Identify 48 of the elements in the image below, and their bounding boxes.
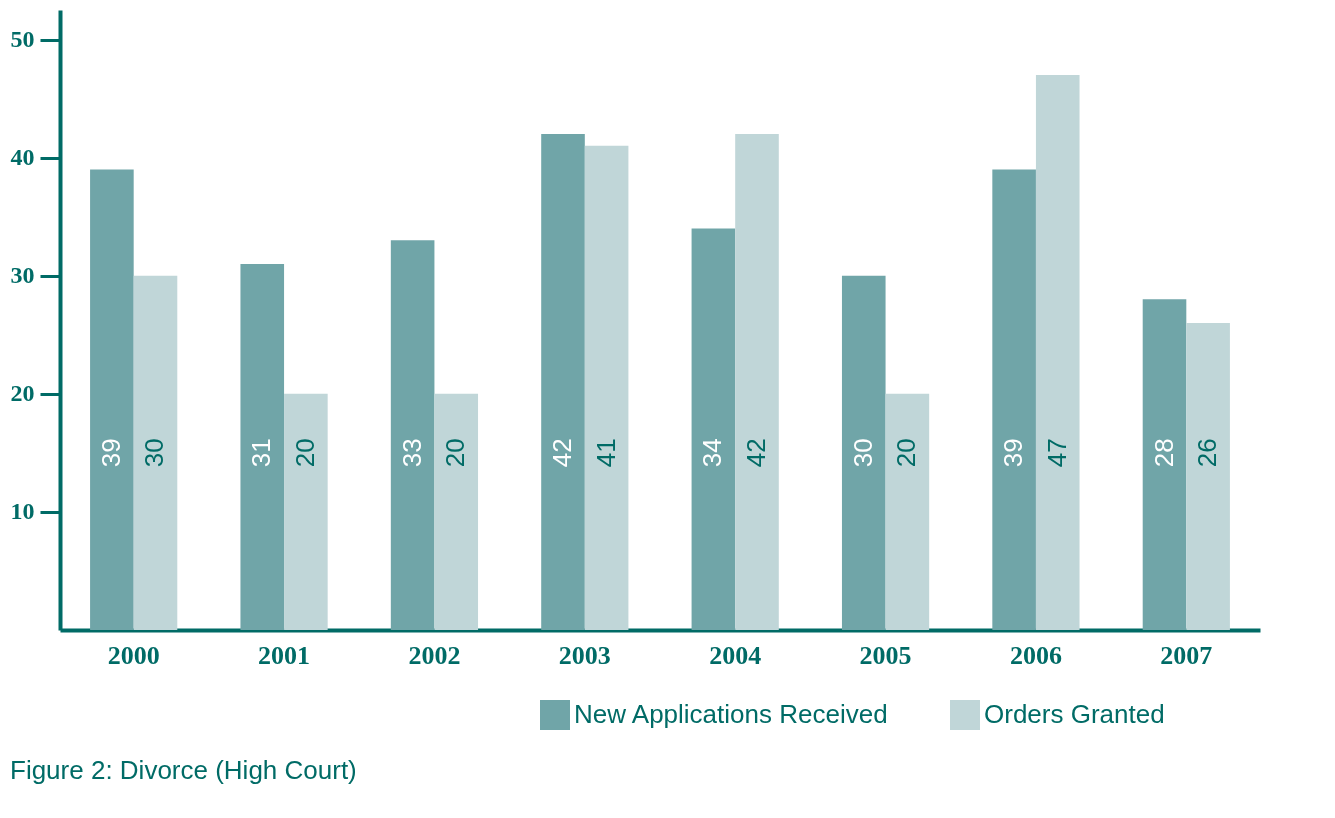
x-tick-label: 2003 xyxy=(558,640,611,670)
y-tick-label: 50 xyxy=(10,26,35,53)
bar xyxy=(1035,74,1080,630)
x-tick-label: 2000 xyxy=(107,640,160,670)
bar xyxy=(1142,299,1187,630)
bar xyxy=(885,393,930,630)
x-tick-label: 2001 xyxy=(258,640,311,670)
data-label: 42 xyxy=(547,438,578,468)
y-tick-label: 40 xyxy=(10,144,35,171)
data-label: 20 xyxy=(440,438,471,468)
data-label: 20 xyxy=(289,438,320,468)
data-label: 39 xyxy=(998,438,1029,468)
data-label: 30 xyxy=(847,438,878,468)
legend-label: Orders Granted xyxy=(984,699,1165,729)
legend-label: New Applications Received xyxy=(574,699,888,729)
bar xyxy=(1186,322,1230,630)
x-tick-label: 2006 xyxy=(1009,640,1062,670)
data-label: 20 xyxy=(891,438,922,468)
data-label: 42 xyxy=(740,438,771,468)
bar xyxy=(691,228,736,630)
y-tick-label: 30 xyxy=(10,262,35,289)
bar xyxy=(240,263,285,630)
data-label: 30 xyxy=(139,438,170,468)
x-tick-label: 2005 xyxy=(859,640,912,670)
bar xyxy=(735,134,779,630)
bar xyxy=(992,169,1036,630)
x-tick-label: 2002 xyxy=(408,640,461,670)
data-label: 26 xyxy=(1192,438,1223,468)
bar xyxy=(841,275,886,630)
data-label: 39 xyxy=(95,438,126,468)
x-tick-label: 2007 xyxy=(1160,640,1213,670)
bar xyxy=(90,169,134,630)
bar xyxy=(284,393,328,630)
bar xyxy=(584,145,629,630)
data-label: 41 xyxy=(590,438,621,468)
y-tick-label: 10 xyxy=(10,498,35,525)
data-label: 31 xyxy=(246,438,277,468)
bar xyxy=(390,240,435,630)
bar xyxy=(133,275,178,630)
data-label: 28 xyxy=(1148,438,1179,468)
data-label: 47 xyxy=(1041,438,1072,468)
data-label: 33 xyxy=(396,438,427,468)
x-tick-label: 2004 xyxy=(709,640,762,670)
y-tick-label: 20 xyxy=(10,380,35,407)
data-label: 34 xyxy=(697,438,728,468)
bar xyxy=(541,134,585,630)
text: Figure 2: Divorce (High Court) xyxy=(10,755,357,785)
bar xyxy=(434,393,479,630)
